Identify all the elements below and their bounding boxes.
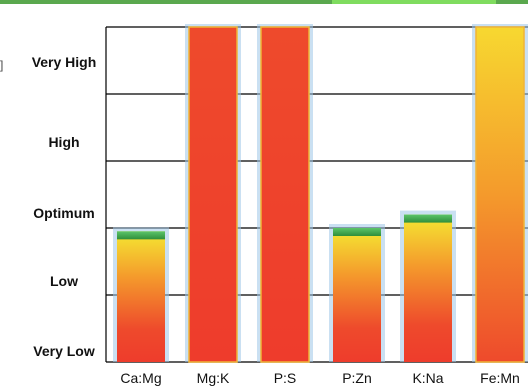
edge-bracket: ] <box>0 58 4 72</box>
bar-cap <box>333 228 381 236</box>
bar-cap <box>404 214 452 223</box>
x-tick-label: P:S <box>274 370 297 386</box>
bar-cap <box>117 231 165 240</box>
y-tick-label: Very High <box>31 54 97 70</box>
bar <box>475 26 525 363</box>
top-accent-bar <box>0 0 528 4</box>
x-tick-label: Ca:Mg <box>120 370 161 386</box>
x-tick-label: P:Zn <box>342 370 372 386</box>
bar <box>188 26 238 363</box>
bars <box>113 24 528 363</box>
y-tick-label: Optimum <box>33 205 95 221</box>
grid-lines <box>105 26 528 363</box>
bar <box>404 214 452 362</box>
bar <box>117 231 165 362</box>
x-tick-label: K:Na <box>412 370 443 386</box>
y-tick-label: High <box>48 134 80 150</box>
x-axis-labels: Ca:Mg Mg:K P:S P:Zn K:Na Fe:Mn <box>120 370 519 386</box>
x-tick-label: Mg:K <box>197 370 230 386</box>
top-accent-highlight <box>332 0 496 4</box>
bar <box>333 228 381 362</box>
x-tick-label: Fe:Mn <box>480 370 520 386</box>
y-tick-label: Very Low <box>33 343 95 359</box>
bar <box>260 26 310 363</box>
y-tick-label: Low <box>50 273 78 289</box>
